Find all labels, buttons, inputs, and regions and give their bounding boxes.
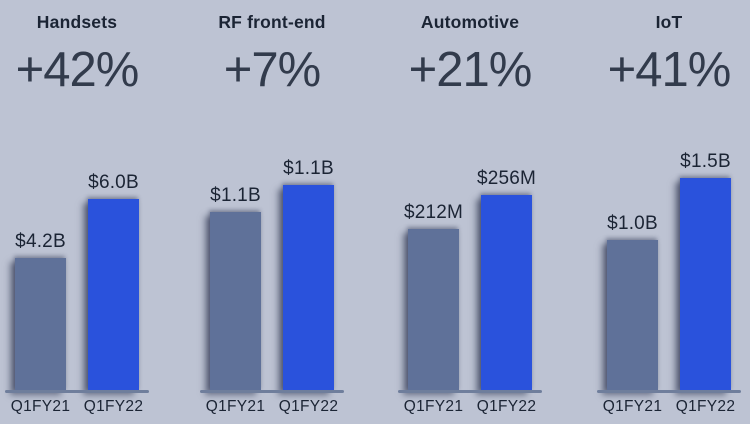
segment-title: Automotive: [420, 12, 520, 32]
tick-label-q1fy22: Q1FY22: [83, 398, 144, 415]
bar-value-label-q1fy21: $1.1B: [210, 185, 261, 206]
segment-panel: IoT +41% $1.0B $1.5B Q1FY21 Q1FY22: [597, 0, 741, 424]
tick-label-q1fy21: Q1FY21: [403, 398, 464, 415]
bar-q1fy22: [481, 195, 532, 391]
axis-baseline: [5, 390, 149, 393]
bar-q1fy21: [210, 212, 261, 391]
tick-label-q1fy22: Q1FY22: [675, 398, 736, 415]
segment-plot-area: $1.0B $1.5B: [597, 150, 741, 391]
axis-baseline: [398, 390, 542, 393]
bar-q1fy22: [88, 199, 139, 391]
segment-plot-area: $4.2B $6.0B: [5, 150, 149, 391]
tick-label-q1fy22: Q1FY22: [476, 398, 537, 415]
axis-tick-labels: Q1FY21 Q1FY22: [200, 398, 344, 418]
tick-label-q1fy21: Q1FY21: [602, 398, 663, 415]
bar-value-label-q1fy22: $256M: [476, 168, 537, 189]
axis-tick-labels: Q1FY21 Q1FY22: [5, 398, 149, 418]
segment-panel: Handsets +42% $4.2B $6.0B Q1FY21 Q1FY22: [5, 0, 149, 424]
segment-growth-percent: +42%: [15, 43, 140, 97]
bar-value-label-q1fy22: $6.0B: [88, 172, 139, 193]
bar-value-label-q1fy21: $1.0B: [607, 213, 658, 234]
segment-title: IoT: [655, 12, 683, 32]
tick-label-q1fy22: Q1FY22: [278, 398, 339, 415]
axis-tick-labels: Q1FY21 Q1FY22: [398, 398, 542, 418]
segment-panel: RF front-end +7% $1.1B $1.1B Q1FY21 Q1FY…: [200, 0, 344, 424]
axis-baseline: [597, 390, 741, 393]
segment-growth-percent: +21%: [408, 43, 533, 97]
axis-baseline: [200, 390, 344, 393]
bar-value-label-q1fy22: $1.1B: [283, 158, 334, 179]
segment-title: RF front-end: [218, 12, 326, 32]
segment-panel: Automotive +21% $212M $256M Q1FY21 Q1FY2…: [398, 0, 542, 424]
bar-q1fy21: [15, 258, 66, 391]
bar-value-label-q1fy22: $1.5B: [680, 151, 731, 172]
segment-plot-area: $212M $256M: [398, 150, 542, 391]
bar-q1fy22: [680, 178, 731, 391]
bar-q1fy21: [408, 229, 459, 391]
segment-growth-percent: +7%: [223, 43, 321, 97]
tick-label-q1fy21: Q1FY21: [10, 398, 71, 415]
tick-label-q1fy21: Q1FY21: [205, 398, 266, 415]
segment-plot-area: $1.1B $1.1B: [200, 150, 344, 391]
bar-value-label-q1fy21: $4.2B: [15, 231, 66, 252]
axis-tick-labels: Q1FY21 Q1FY22: [597, 398, 741, 418]
segment-growth-percent: +41%: [607, 43, 732, 97]
segment-title: Handsets: [36, 12, 118, 32]
bar-value-label-q1fy21: $212M: [403, 202, 464, 223]
bar-q1fy21: [607, 240, 658, 391]
bar-q1fy22: [283, 185, 334, 391]
